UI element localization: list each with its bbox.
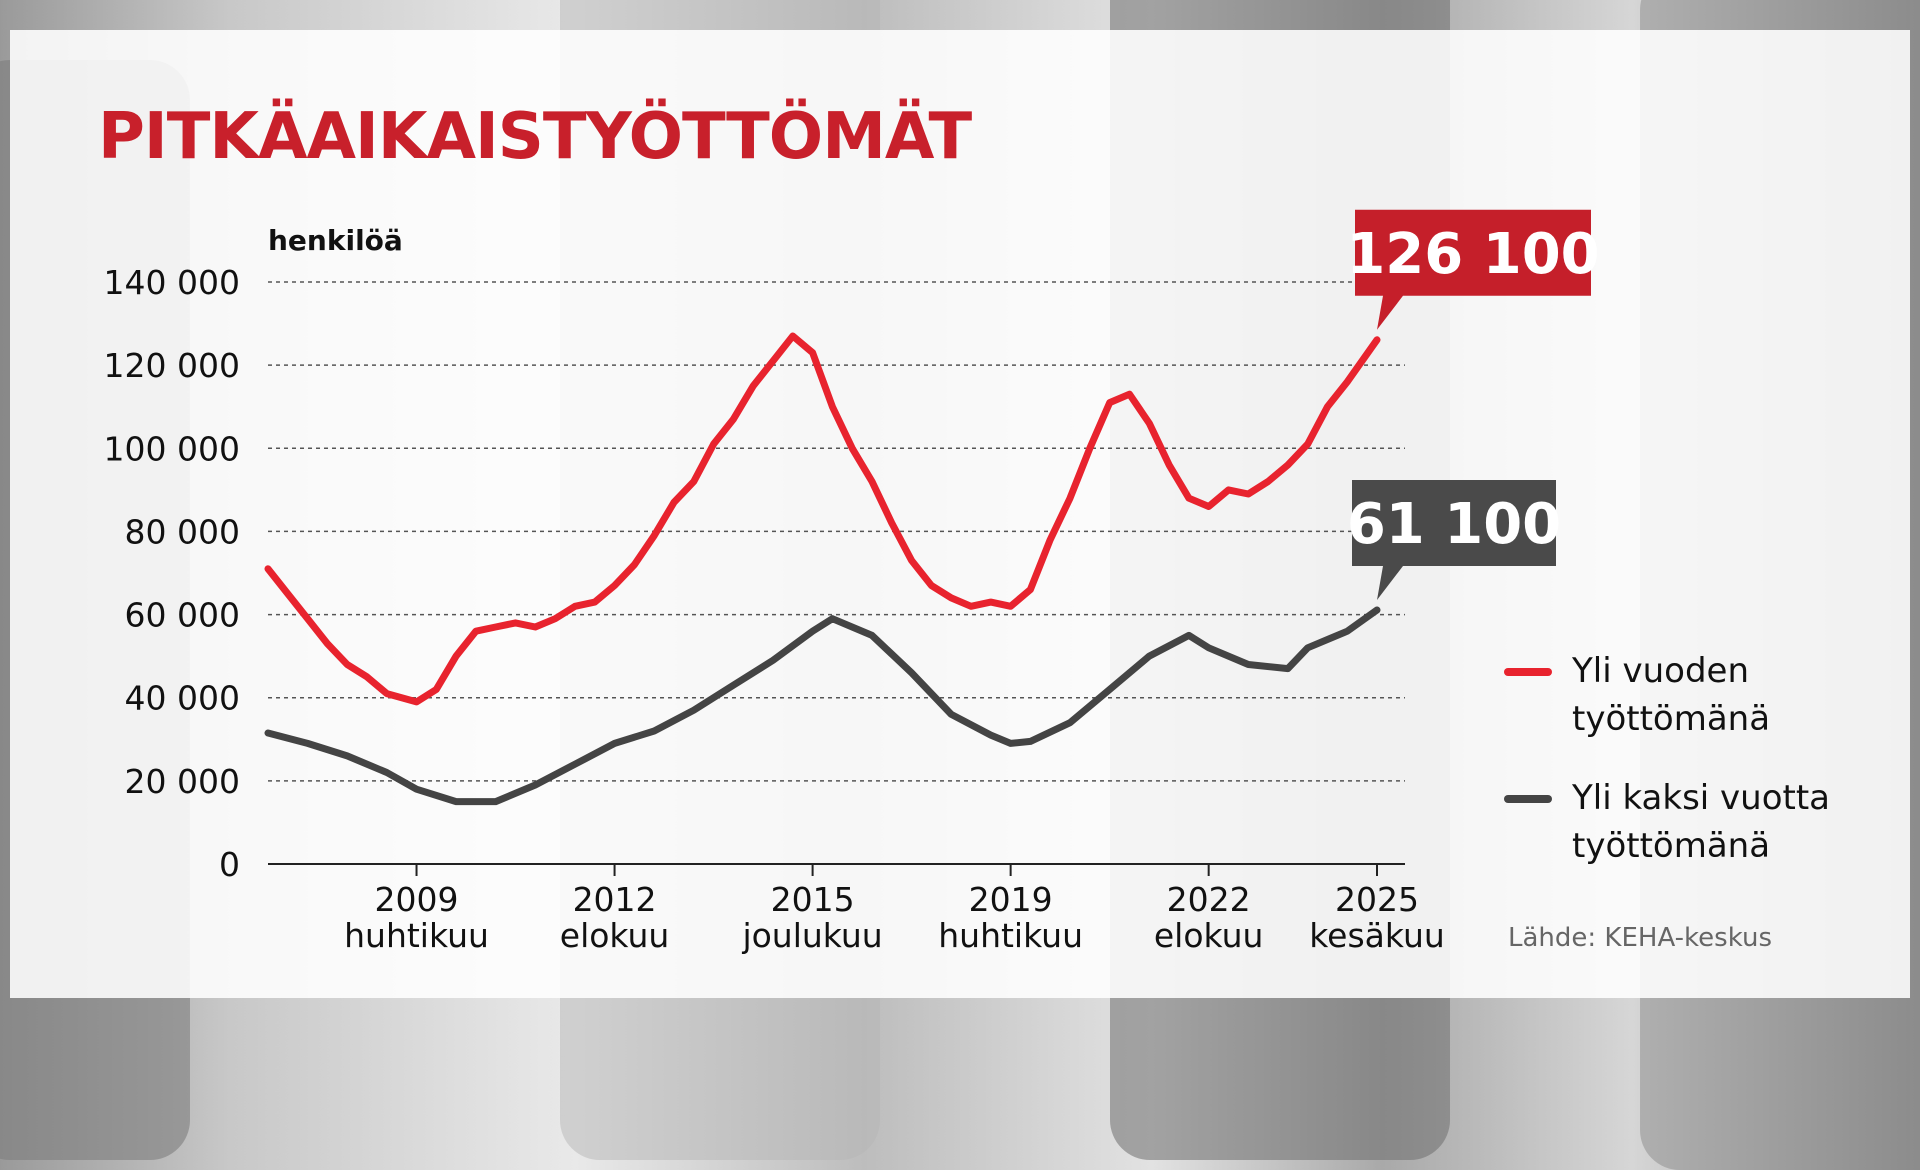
chart-title: PITKÄAIKAISTYÖTTÖMÄT [98,100,972,174]
y-tick-label: 120 000 [104,346,240,385]
x-tick-year-label: 2012 [573,880,657,919]
y-tick-label: 20 000 [125,762,240,801]
y-tick-label: 0 [219,845,240,884]
value-callout-box [1352,479,1556,600]
x-tick-year-label: 2025 [1335,880,1419,919]
legend-label: työttömänä [1572,826,1770,866]
y-tick-label: 40 000 [125,679,240,718]
y-axis-unit-label: henkilöä [268,224,403,257]
x-tick-year-label: 2009 [375,880,459,919]
x-tick-month-label: kesäkuu [1309,916,1445,955]
x-tick-year-label: 2015 [771,880,855,919]
x-tick-month-label: elokuu [1154,916,1264,955]
x-tick-month-label: huhtikuu [938,916,1083,955]
line-chart: henkilöä 140 000 120 000 100 000 80 000 60 0… [104,209,1830,955]
legend-label: Yli kaksi vuotta [1571,778,1830,818]
series-line-2 [264,606,1381,806]
y-tick-label: 100 000 [104,429,240,468]
x-tick-month-label: joulukuu [741,916,882,955]
value-callout-box [1355,209,1591,330]
legend-label: työttömänä [1572,699,1770,739]
series-line-1 [264,332,1381,706]
x-tick-year-label: 2022 [1167,880,1251,919]
legend-label: Yli vuoden [1571,651,1749,691]
x-tick-month-label: huhtikuu [344,916,489,955]
chart-panel [10,30,1910,998]
value-callout-label: 61 100 [1347,492,1561,557]
source-label: Lähde: KEHA-keskus [1508,923,1772,953]
x-tick-year-label: 2019 [969,880,1053,919]
y-tick-label: 80 000 [125,512,240,551]
value-callout-label: 126 100 [1346,222,1599,287]
y-tick-label: 60 000 [125,596,240,635]
x-tick-month-label: elokuu [560,916,670,955]
y-tick-label: 140 000 [104,263,240,302]
